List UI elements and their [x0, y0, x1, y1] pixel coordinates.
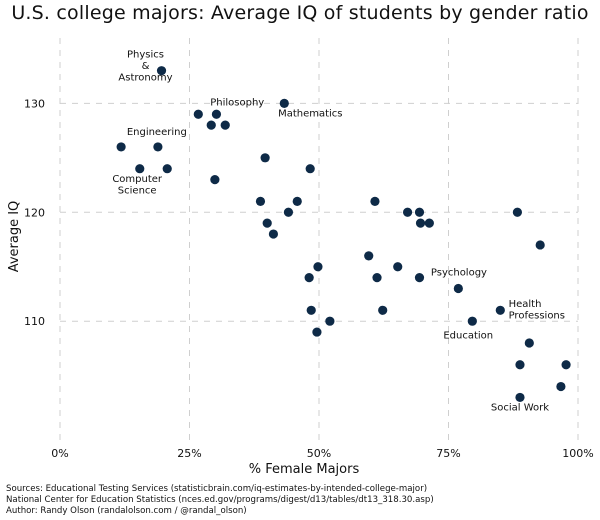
data-point	[260, 153, 270, 163]
y-tick-label: 110	[24, 315, 45, 328]
data-point	[467, 316, 477, 326]
data-point	[378, 305, 388, 315]
annotation-label: Professions	[509, 311, 565, 322]
data-point	[211, 109, 222, 119]
data-point	[268, 229, 279, 239]
data-point	[424, 218, 434, 228]
scatter-chart: 0% 25% 50% 75% 100% 110 120 130 % Female Majors A…	[7, 38, 594, 477]
x-tick-label: 100%	[562, 447, 593, 460]
footer-line-author: Author: Randy Olson (randalolson.com / @…	[6, 506, 247, 516]
data-point	[210, 174, 220, 185]
data-point	[372, 273, 382, 283]
annotation-label: Social Work	[491, 403, 549, 414]
annotation-label: Philosophy	[210, 98, 264, 109]
x-tick-label: 25%	[177, 447, 201, 460]
y-axis-label: Average IQ	[7, 201, 22, 273]
footer-line-nces: National Center for Education Statistics…	[6, 495, 434, 505]
data-point	[524, 338, 534, 348]
data-point	[495, 305, 505, 315]
annotation-label: Science	[118, 185, 157, 196]
data-point	[453, 283, 463, 294]
data-point	[153, 142, 163, 152]
annotation-label: Psychology	[431, 267, 487, 278]
data-point	[312, 327, 322, 337]
annotation-label: Physics	[127, 50, 164, 61]
x-tick-label: 0%	[51, 447, 68, 460]
data-point	[393, 262, 403, 272]
data-point	[193, 109, 203, 119]
data-point	[206, 120, 216, 130]
data-point	[414, 207, 425, 217]
data-point	[305, 164, 315, 174]
data-point	[255, 196, 266, 206]
data-point	[279, 98, 289, 108]
footer-line-sources: Sources: Educational Testing Services (s…	[6, 484, 428, 494]
data-point	[156, 66, 167, 76]
data-point	[313, 262, 323, 272]
data-point	[414, 273, 425, 283]
data-point	[292, 196, 302, 206]
data-point	[304, 273, 314, 283]
x-axis-label: % Female Majors	[249, 462, 360, 477]
x-tick-label: 50%	[307, 447, 331, 460]
annotation-label: Astronomy	[118, 73, 172, 84]
y-tick-label: 120	[24, 206, 45, 219]
x-tick-label: 75%	[436, 447, 460, 460]
data-point	[561, 360, 571, 370]
data-point	[535, 240, 545, 250]
y-tick-label: 130	[24, 97, 45, 110]
annotation-label: &	[142, 61, 150, 72]
data-point	[415, 218, 426, 228]
data-point	[325, 316, 335, 326]
annotation-label: Education	[443, 331, 493, 342]
data-point	[556, 381, 566, 392]
annotation-label: Health	[509, 299, 542, 310]
data-point	[262, 218, 272, 228]
data-point	[116, 142, 126, 152]
annotation-label: Computer	[112, 174, 163, 185]
data-point	[220, 120, 230, 130]
data-point	[306, 305, 316, 315]
data-point	[370, 196, 380, 206]
chart-title: U.S. college majors: Average IQ of stude…	[11, 2, 589, 24]
data-point	[515, 392, 525, 403]
data-point	[283, 207, 294, 217]
data-point	[162, 164, 172, 174]
annotation-label: Engineering	[127, 127, 187, 138]
annotation-label: Mathematics	[278, 108, 342, 119]
data-point	[135, 164, 145, 174]
data-point	[402, 207, 413, 217]
source-footer: Sources: Educational Testing Services (s…	[6, 484, 434, 517]
data-point	[512, 207, 522, 217]
data-point	[364, 251, 374, 261]
data-point	[515, 360, 525, 370]
